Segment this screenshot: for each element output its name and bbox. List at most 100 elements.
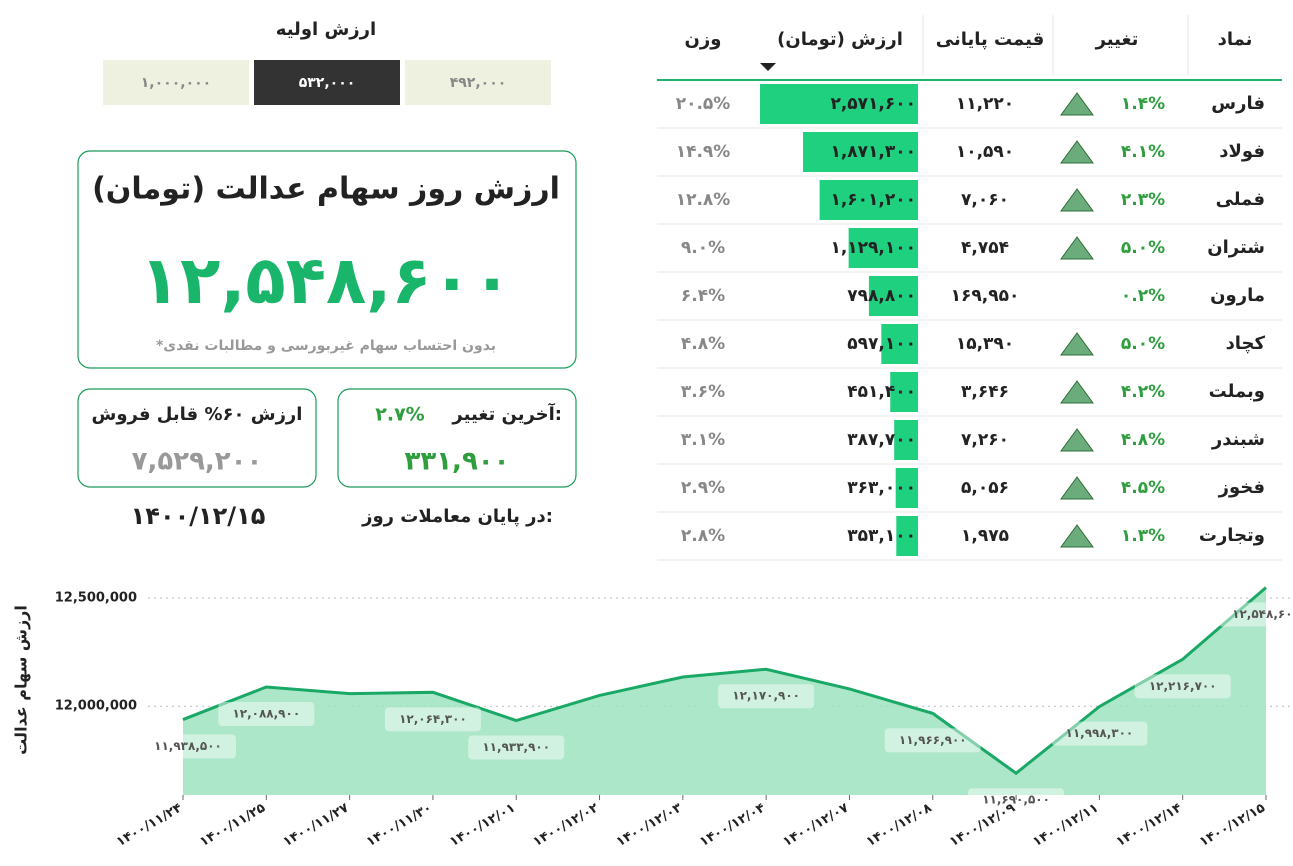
x-tick-label: ۱۴۰۰/۱۱/۳۰ — [364, 801, 435, 850]
weight: ۲.۹% — [681, 478, 725, 498]
price: ۴,۷۵۴ — [961, 238, 1009, 258]
tab-label[interactable]: ۱,۰۰۰,۰۰۰ — [141, 75, 211, 91]
up-arrow — [1060, 428, 1094, 452]
value-bar — [819, 180, 918, 220]
column-header[interactable]: ارزش (تومان) — [777, 29, 903, 50]
x-tick-label: ۱۴۰۰/۱۱/۲۴ — [114, 800, 185, 850]
value-label: ۱۱,۹۹۸,۳۰۰ — [1066, 726, 1134, 740]
main-card-title: ارزش روز سهام عدالت (تومان) — [92, 172, 560, 207]
price: ۵,۰۵۶ — [961, 478, 1009, 498]
value-bar — [894, 420, 918, 460]
date: ۱۴۰۰/۱۲/۱۵ — [131, 502, 266, 530]
up-arrow — [1060, 236, 1094, 260]
up-arrow — [1060, 140, 1094, 164]
price: ۱,۹۷۵ — [961, 526, 1009, 546]
tab[interactable] — [103, 60, 249, 105]
change: ۴.۲% — [1121, 382, 1165, 402]
stocks-table: نماد تغییر قیمت پایانی ارزش (تومان) وزن فارس ۱… — [657, 15, 1282, 561]
up-arrow — [1060, 332, 1094, 356]
weight: ۲.۸% — [681, 526, 725, 546]
value-label-bg — [1051, 721, 1148, 746]
sellable-title: ارزش ۶۰% قابل فروش — [92, 404, 303, 425]
change: ۵.۰% — [1121, 334, 1165, 354]
y-tick-label: 12,500,000 — [55, 590, 137, 605]
value-label: ۴۵۱,۴۰۰ — [847, 382, 916, 402]
value-label: ۱,۱۲۹,۱۰۰ — [830, 238, 916, 258]
price: ۱۶۹,۹۵۰ — [951, 286, 1020, 306]
line — [182, 586, 1267, 776]
value-label: ۳۵۳,۱۰۰ — [847, 526, 916, 546]
value-label: ۱,۸۷۱,۳۰۰ — [830, 142, 916, 162]
x-tick-label: ۱۴۰۰/۱۲/۱۴ — [1114, 800, 1185, 850]
price: ۳,۶۴۶ — [961, 382, 1009, 402]
column-header: نماد — [1218, 29, 1253, 50]
value-label-bg — [968, 788, 1065, 813]
value-label-bg — [140, 734, 236, 759]
value-bar — [868, 276, 918, 316]
x-tick-label: ۱۴۰۰/۱۲/۰۸ — [864, 800, 935, 850]
sellable-card — [77, 388, 317, 488]
column-header: تغییر — [1095, 29, 1139, 50]
x-tick-label: ۱۴۰۰/۱۱/۲۷ — [281, 800, 352, 850]
value-label: ۳۶۳,۰۰۰ — [847, 478, 916, 498]
x-tick-label: ۱۴۰۰/۱۲/۰۳ — [614, 800, 685, 850]
x-tick-label: ۱۴۰۰/۱۱/۲۵ — [197, 800, 268, 850]
x-tick-label: ۱۴۰۰/۱۲/۰۲ — [531, 800, 602, 850]
value-label-bg — [218, 701, 315, 726]
change-value: ۳۳۱,۹۰۰ — [404, 447, 509, 477]
value-bar — [890, 372, 918, 412]
value-bar — [760, 84, 918, 124]
change: ۱.۳% — [1121, 526, 1165, 546]
sort-indicator[interactable] — [760, 63, 776, 71]
tab[interactable] — [254, 60, 400, 105]
value-label-bg — [1218, 602, 1293, 627]
initial-value-label: ارزش اولیه — [276, 19, 376, 40]
value-label-bg — [384, 707, 481, 732]
symbol: کچاد — [1226, 333, 1266, 354]
weight: ۶.۴% — [681, 286, 725, 306]
change: ۱.۴% — [1121, 94, 1165, 114]
price: ۱۱,۲۲۰ — [956, 94, 1014, 114]
value-bar — [896, 516, 918, 556]
value-label: ۱۱,۹۶۶,۹۰۰ — [899, 733, 967, 747]
change: ۵.۰% — [1121, 238, 1165, 258]
price: ۱۵,۳۹۰ — [956, 334, 1014, 354]
y-axis-title: ارزش سهام عدالت — [12, 605, 31, 755]
value-label: ۲,۵۷۱,۶۰۰ — [830, 94, 916, 114]
weight: ۱۲.۸% — [676, 190, 731, 210]
value-label: ۱۲,۰۸۸,۹۰۰ — [232, 706, 300, 720]
tab[interactable] — [405, 60, 551, 105]
up-arrow — [1060, 476, 1094, 500]
symbol: فارس — [1211, 93, 1265, 114]
value-label-bg — [468, 735, 565, 760]
x-tick-label: ۱۴۰۰/۱۲/۱۵ — [1197, 800, 1268, 850]
area-chart: ارزش سهام عدالت 12,000,000 12,500,000 ۱۱,۹… — [12, 586, 1293, 850]
tab-label[interactable]: ۵۳۲,۰۰۰ — [299, 75, 356, 91]
value-bar — [881, 324, 918, 364]
value-label: ۱۱,۹۳۳,۹۰۰ — [482, 740, 550, 754]
area — [183, 587, 1266, 795]
main-card-note: *بدون احتساب سهام غیربورسی و مطالبات نقد… — [156, 338, 496, 354]
value-label: ۱,۶۰۱,۲۰۰ — [830, 190, 916, 210]
up-arrow — [1060, 380, 1094, 404]
change: ۰.۲% — [1121, 286, 1165, 306]
up-arrow — [1060, 188, 1094, 212]
tab-label[interactable]: ۴۹۲,۰۰۰ — [450, 75, 507, 91]
change: ۲.۳% — [1121, 190, 1165, 210]
symbol: فولاد — [1219, 141, 1265, 162]
sellable-value: ۷,۵۲۹,۲۰۰ — [132, 447, 263, 477]
change-card — [337, 388, 577, 488]
value-label: ۱۲,۲۱۶,۷۰۰ — [1149, 679, 1217, 693]
weight: ۳.۱% — [681, 430, 725, 450]
change: ۴.۱% — [1121, 142, 1165, 162]
value-bar — [895, 468, 918, 508]
up-arrow — [1060, 92, 1094, 116]
change: ۴.۸% — [1121, 430, 1165, 450]
symbol: شبندر — [1211, 429, 1265, 450]
symbol: فخوز — [1218, 477, 1265, 498]
value-label: ۱۲,۵۴۸,۶۰۰ — [1232, 607, 1293, 621]
weight: ۱۴.۹% — [676, 142, 731, 162]
main-card-value: ۱۲,۵۴۸,۶۰۰ — [140, 242, 512, 319]
price: ۷,۲۶۰ — [961, 430, 1009, 450]
